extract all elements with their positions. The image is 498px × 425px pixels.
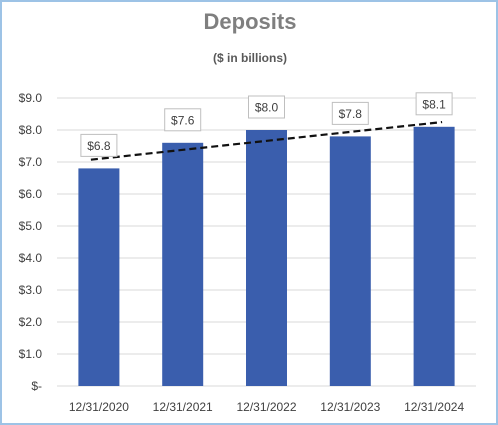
data-label-text: $8.1 xyxy=(422,97,446,111)
data-label-box xyxy=(248,95,285,119)
data-label: $7.8 xyxy=(331,101,369,125)
bar xyxy=(162,142,204,386)
x-tick-label: 12/31/2022 xyxy=(236,400,296,414)
chart-title: Deposits xyxy=(204,9,297,34)
x-tick-label: 12/31/2024 xyxy=(404,400,464,414)
y-tick-label: $8.0 xyxy=(19,123,43,137)
data-labels: $6.8 $7.6 $8.0 $7.8 $8.1 xyxy=(80,92,453,157)
y-tick-label: $5.0 xyxy=(19,219,43,233)
x-tick-label: 12/31/2023 xyxy=(320,400,380,414)
data-label: $7.6 xyxy=(164,108,202,132)
bar xyxy=(78,168,120,386)
chart-subtitle: ($ in billions) xyxy=(213,51,287,65)
y-tick-label: $2.0 xyxy=(19,315,43,329)
y-tick-label: $3.0 xyxy=(19,283,43,297)
y-tick-label: $6.0 xyxy=(19,187,43,201)
x-tick-label: 12/31/2021 xyxy=(153,400,213,414)
x-tick-label: 12/31/2020 xyxy=(69,400,129,414)
data-label-box xyxy=(415,92,453,116)
data-label-text: $7.6 xyxy=(171,113,195,127)
data-label-text: $7.8 xyxy=(339,107,363,121)
y-tick-label: $7.0 xyxy=(19,155,43,169)
data-label-box xyxy=(80,133,118,157)
data-label-box xyxy=(164,108,202,132)
y-tick-label: $9.0 xyxy=(19,91,43,105)
data-label-text: $6.8 xyxy=(87,139,111,153)
data-label: $8.0 xyxy=(248,95,285,119)
x-axis-ticks: 12/31/2020 12/31/2021 12/31/2022 12/31/2023… xyxy=(69,400,465,414)
data-label-text: $8.0 xyxy=(255,101,279,115)
y-axis-ticks: $- $1.0 $2.0 $3.0 $4.0 $5.0 $6.0 $7.0 $8.0 $9.0 xyxy=(19,91,43,393)
trendline xyxy=(90,120,443,161)
data-label-box xyxy=(331,101,369,125)
y-tick-label: $4.0 xyxy=(19,251,43,265)
data-label: $6.8 xyxy=(80,133,118,157)
bar xyxy=(246,130,287,386)
data-label: $8.1 xyxy=(415,92,453,116)
trendline-group xyxy=(90,120,443,161)
bars xyxy=(78,126,455,387)
y-tick-label: $- xyxy=(31,379,42,393)
y-tick-label: $1.0 xyxy=(19,347,43,361)
bar xyxy=(329,136,371,386)
bar xyxy=(413,126,455,387)
